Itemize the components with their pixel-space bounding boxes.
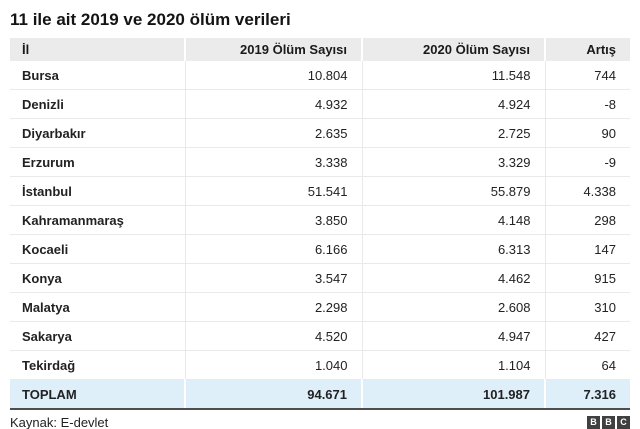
cell-value: 3.338 <box>185 147 363 177</box>
column-header: Artış <box>545 38 630 61</box>
cell-value: 2.635 <box>185 118 363 148</box>
bbc-logo: B B C <box>587 416 630 429</box>
cell-value: 915 <box>545 263 630 293</box>
table-row: Erzurum 3.338 3.329 -9 <box>10 147 630 177</box>
column-header: 2020 Ölüm Sayısı <box>362 38 546 61</box>
table-row: Kahramanmaraş 3.850 4.148 298 <box>10 205 630 235</box>
table-row: Kocaeli 6.166 6.313 147 <box>10 234 630 264</box>
table-row: Denizli 4.932 4.924 -8 <box>10 89 630 119</box>
cell-value: 4.148 <box>362 205 546 235</box>
cell-value: 4.932 <box>185 89 363 119</box>
cell-value: -9 <box>545 147 630 177</box>
cell-value: 55.879 <box>362 176 546 206</box>
cell-value: 7.316 <box>545 379 630 408</box>
cell-value: 3.547 <box>185 263 363 293</box>
cell-province: Konya <box>10 263 186 293</box>
cell-value: 2.298 <box>185 292 363 322</box>
total-row: TOPLAM 94.671 101.987 7.316 <box>10 379 630 408</box>
cell-value: 147 <box>545 234 630 264</box>
footer: Kaynak: E-devlet B B C <box>10 415 630 429</box>
cell-value: 101.987 <box>362 379 546 408</box>
bbc-logo-block: B <box>587 416 600 429</box>
cell-province: Bursa <box>10 61 186 90</box>
cell-value: 6.166 <box>185 234 363 264</box>
cell-value: 4.924 <box>362 89 546 119</box>
page-title: 11 ile ait 2019 ve 2020 ölüm verileri <box>10 10 291 29</box>
cell-value: 298 <box>545 205 630 235</box>
cell-value: 10.804 <box>185 61 363 90</box>
cell-province: Kahramanmaraş <box>10 205 186 235</box>
cell-value: 51.541 <box>185 176 363 206</box>
table-row: Malatya 2.298 2.608 310 <box>10 292 630 322</box>
cell-province: Malatya <box>10 292 186 322</box>
cell-value: 90 <box>545 118 630 148</box>
table-row: Diyarbakır 2.635 2.725 90 <box>10 118 630 148</box>
column-header: 2019 Ölüm Sayısı <box>185 38 363 61</box>
cell-value: 2.725 <box>362 118 546 148</box>
cell-value: 4.462 <box>362 263 546 293</box>
cell-value: 310 <box>545 292 630 322</box>
cell-province: Erzurum <box>10 147 186 177</box>
table-row: Bursa 10.804 11.548 744 <box>10 61 630 90</box>
cell-value: 3.850 <box>185 205 363 235</box>
table-row: Tekirdağ 1.040 1.104 64 <box>10 350 630 380</box>
table-header-row: İl 2019 Ölüm Sayısı 2020 Ölüm Sayısı Artış <box>10 38 630 61</box>
cell-province: Sakarya <box>10 321 186 351</box>
cell-value: 11.548 <box>362 61 546 90</box>
cell-value: 2.608 <box>362 292 546 322</box>
column-header: İl <box>10 38 186 61</box>
table-row: Konya 3.547 4.462 915 <box>10 263 630 293</box>
cell-province: Tekirdağ <box>10 350 186 380</box>
cell-value: 744 <box>545 61 630 90</box>
cell-value: 64 <box>545 350 630 380</box>
cell-province: İstanbul <box>10 176 186 206</box>
cell-province: Diyarbakır <box>10 118 186 148</box>
bbc-logo-block: B <box>602 416 615 429</box>
cell-value: 4.520 <box>185 321 363 351</box>
bbc-logo-block: C <box>617 416 630 429</box>
cell-province: TOPLAM <box>10 379 186 408</box>
cell-province: Kocaeli <box>10 234 186 264</box>
cell-value: 1.040 <box>185 350 363 380</box>
cell-value: 1.104 <box>362 350 546 380</box>
cell-value: 4.338 <box>545 176 630 206</box>
data-table: İl 2019 Ölüm Sayısı 2020 Ölüm Sayısı Artış … <box>10 38 630 408</box>
cell-value: 94.671 <box>185 379 363 408</box>
table-row: Sakarya 4.520 4.947 427 <box>10 321 630 351</box>
cell-value: 4.947 <box>362 321 546 351</box>
cell-value: 3.329 <box>362 147 546 177</box>
table-row: İstanbul 51.541 55.879 4.338 <box>10 176 630 206</box>
cell-value: 6.313 <box>362 234 546 264</box>
table-body: Bursa 10.804 11.548 744 Denizli 4.932 4.924 -8 D… <box>10 61 630 408</box>
bottom-rule <box>10 408 630 410</box>
source-note: Kaynak: E-devlet <box>10 415 109 429</box>
cell-value: 427 <box>545 321 630 351</box>
cell-value: -8 <box>545 89 630 119</box>
cell-province: Denizli <box>10 89 186 119</box>
